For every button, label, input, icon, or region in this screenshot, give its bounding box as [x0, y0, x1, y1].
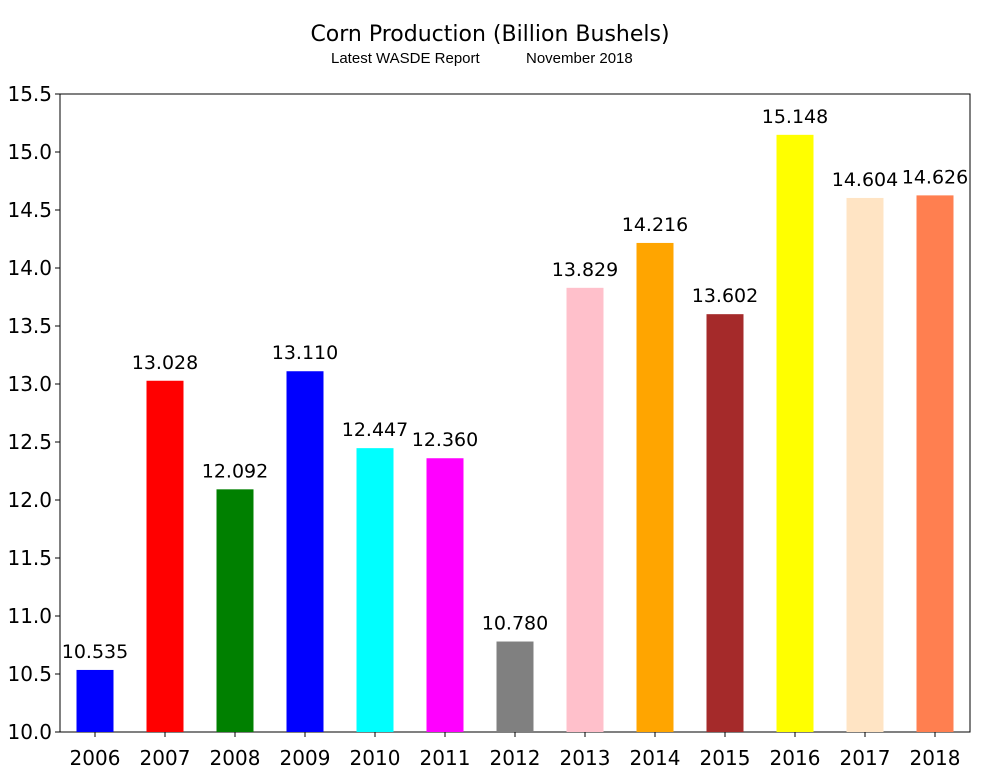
- y-tick-label: 10.0: [7, 720, 52, 744]
- y-tick-label: 11.0: [7, 604, 52, 628]
- bar: [916, 195, 954, 732]
- bar: [636, 242, 674, 732]
- x-tick-label: 2007: [140, 746, 191, 770]
- data-label: 12.447: [342, 419, 408, 441]
- y-tick-label: 14.0: [7, 256, 52, 280]
- y-tick-label: 12.5: [7, 430, 52, 454]
- data-label: 12.092: [202, 460, 268, 482]
- chart-subtitle-date: November 2018: [526, 50, 633, 67]
- y-tick-label: 10.5: [7, 662, 52, 686]
- bar: [496, 641, 534, 732]
- bar: [566, 287, 604, 732]
- chart-subtitle-report: Latest WASDE Report: [331, 50, 480, 67]
- y-tick-label: 15.0: [7, 140, 52, 164]
- data-label: 13.110: [272, 342, 338, 364]
- bar: [76, 669, 114, 732]
- y-tick-label: 12.0: [7, 488, 52, 512]
- data-label: 13.028: [132, 352, 198, 374]
- data-label: 13.829: [552, 259, 618, 281]
- bar: [846, 197, 884, 732]
- x-tick-label: 2016: [770, 746, 821, 770]
- y-tick-label: 13.0: [7, 372, 52, 396]
- x-tick-label: 2012: [490, 746, 541, 770]
- data-label: 14.216: [622, 214, 688, 236]
- bar: [706, 314, 744, 732]
- bar: [426, 458, 464, 732]
- y-tick-label: 15.5: [7, 82, 52, 106]
- data-label: 15.148: [762, 106, 828, 128]
- bar: [286, 371, 324, 732]
- bar: [776, 134, 814, 732]
- data-label: 10.535: [62, 641, 128, 663]
- x-tick-label: 2017: [840, 746, 891, 770]
- bar: [146, 380, 184, 732]
- bar: [356, 448, 394, 732]
- y-tick-label: 11.5: [7, 546, 52, 570]
- data-label: 14.626: [902, 166, 968, 188]
- x-tick-label: 2009: [280, 746, 331, 770]
- x-tick-label: 2015: [700, 746, 751, 770]
- chart-title: Corn Production (Billion Bushels): [310, 22, 670, 47]
- bar: [216, 489, 254, 732]
- data-label: 14.604: [832, 169, 898, 191]
- y-tick-label: 14.5: [7, 198, 52, 222]
- x-tick-label: 2013: [560, 746, 611, 770]
- data-label: 12.360: [412, 429, 478, 451]
- data-label: 10.780: [482, 613, 548, 635]
- x-tick-label: 2014: [630, 746, 681, 770]
- x-tick-label: 2011: [420, 746, 471, 770]
- y-tick-label: 13.5: [7, 314, 52, 338]
- x-tick-label: 2008: [210, 746, 261, 770]
- data-label: 13.602: [692, 285, 758, 307]
- x-tick-label: 2018: [910, 746, 961, 770]
- x-tick-label: 2006: [70, 746, 121, 770]
- x-tick-label: 2010: [350, 746, 401, 770]
